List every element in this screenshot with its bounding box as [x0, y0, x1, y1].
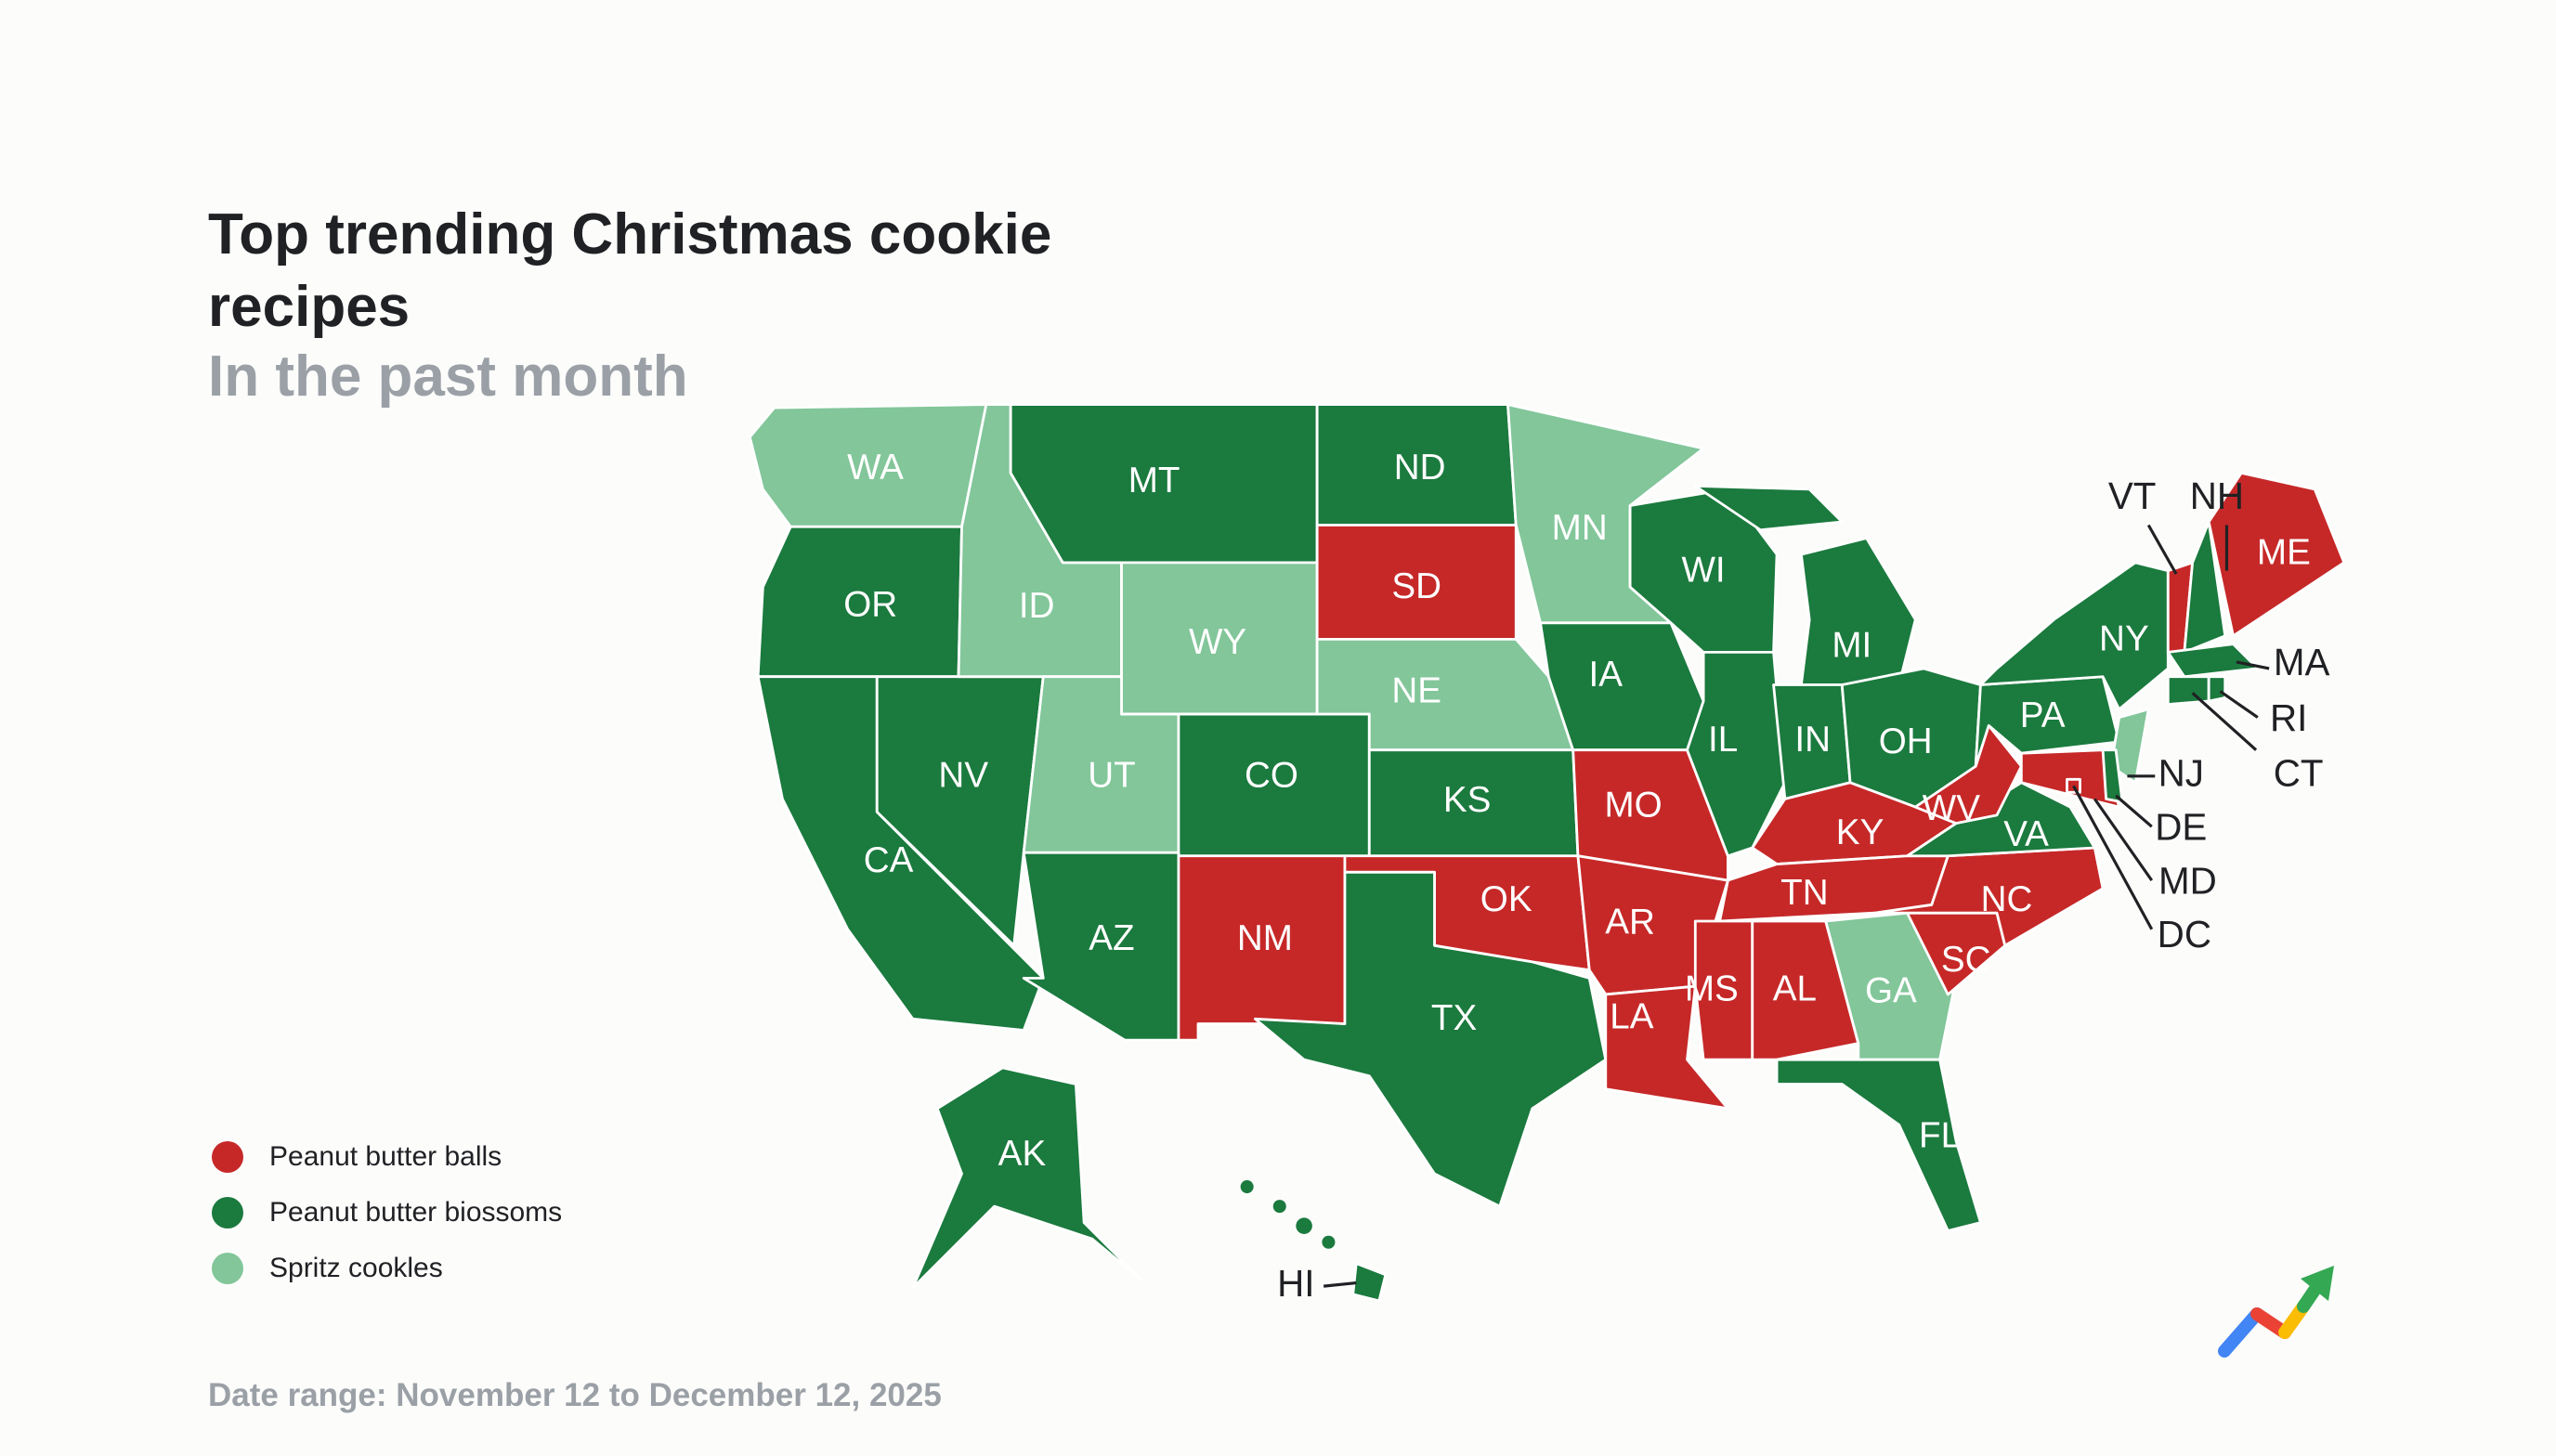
- legend-swatch: [212, 1197, 243, 1228]
- state-label-il: IL: [1708, 720, 1738, 760]
- state-hi-island: [1272, 1200, 1286, 1214]
- state-al: [1751, 919, 1860, 1061]
- state-label-ut: UT: [1088, 756, 1135, 796]
- leader-line-vt: [2146, 524, 2178, 575]
- state-label-md: MD: [2158, 859, 2217, 902]
- legend-swatch: [212, 1253, 243, 1284]
- state-label-nj: NJ: [2158, 751, 2204, 794]
- state-label-pa: PA: [2020, 696, 2066, 735]
- state-la: [1604, 984, 1729, 1111]
- state-label-vt: VT: [2108, 474, 2157, 517]
- state-label-tx: TX: [1431, 998, 1477, 1038]
- state-label-wv: WV: [1923, 788, 1980, 828]
- legend-item-peanut-butter-blossoms: Peanut butter biossoms: [212, 1185, 562, 1241]
- state-il: [1686, 650, 1787, 858]
- state-label-ak: AK: [998, 1134, 1047, 1174]
- page-subtitle: In the past month: [208, 344, 688, 409]
- state-hi-island: [1322, 1235, 1336, 1249]
- state-label-mi: MI: [1832, 625, 1871, 665]
- state-label-ky: KY: [1836, 812, 1884, 852]
- state-label-wi: WI: [1681, 551, 1725, 591]
- state-nh: [2183, 520, 2227, 654]
- state-tx: [1254, 870, 1608, 1208]
- state-label-sd: SD: [1391, 566, 1441, 606]
- state-label-mt: MT: [1128, 461, 1180, 500]
- state-label-fl: FL: [1919, 1116, 1961, 1156]
- leader-line-ct: [2191, 692, 2258, 751]
- leader-line-ma: [2236, 660, 2270, 670]
- state-label-de: DE: [2155, 805, 2207, 848]
- state-label-nc: NC: [1981, 879, 2033, 919]
- state-label-mn: MN: [1552, 508, 1608, 548]
- legend-swatch: [212, 1141, 243, 1173]
- state-label-id: ID: [1019, 586, 1055, 626]
- state-label-az: AZ: [1089, 918, 1134, 958]
- leader-line-dc: [2072, 785, 2154, 930]
- state-label-al: AL: [1773, 969, 1817, 1009]
- legend-label: Spritz cookles: [269, 1253, 443, 1283]
- state-fl: [1775, 1058, 1982, 1232]
- state-label-in: IN: [1794, 720, 1831, 760]
- page-title: Top trending Christmas cookie recipes: [208, 202, 1052, 339]
- state-label-nv: NV: [938, 756, 988, 796]
- leader-line-md: [2093, 798, 2154, 882]
- state-az: [1022, 851, 1180, 1042]
- state-hi-island: [1296, 1217, 1312, 1234]
- legend-item-spritz-cookies: Spritz cookles: [212, 1241, 562, 1296]
- state-hi-island: [1240, 1180, 1254, 1194]
- state-ny: [1979, 561, 2170, 711]
- state-label-ar: AR: [1605, 903, 1655, 942]
- state-label-ct: CT: [2274, 751, 2324, 794]
- state-label-hi: HI: [1277, 1262, 1314, 1305]
- legend-label: Peanut butter balls: [269, 1141, 502, 1172]
- state-label-ok: OK: [1480, 879, 1532, 919]
- state-label-me: ME: [2257, 532, 2311, 572]
- state-label-nh: NH: [2190, 474, 2244, 517]
- state-label-ms: MS: [1685, 969, 1739, 1009]
- state-mi: [1693, 484, 1844, 532]
- leader-line-de: [2115, 794, 2153, 828]
- state-label-wy: WY: [1189, 622, 1246, 662]
- state-label-sc: SC: [1941, 940, 1991, 980]
- state-label-va: VA: [2003, 814, 2049, 854]
- state-ms: [1693, 919, 1754, 1061]
- state-label-la: LA: [1610, 996, 1653, 1036]
- state-mo: [1571, 748, 1729, 882]
- state-label-nm: NM: [1237, 918, 1293, 958]
- state-label-tn: TN: [1780, 873, 1828, 913]
- state-label-dc: DC: [2158, 913, 2211, 956]
- state-hi: [1351, 1262, 1388, 1303]
- state-label-ga: GA: [1865, 970, 1917, 1010]
- state-label-ri: RI: [2270, 696, 2307, 739]
- state-label-mo: MO: [1605, 785, 1663, 825]
- state-nc: [1872, 846, 2105, 947]
- legend: Peanut butter balls Peanut butter biosso…: [212, 1129, 562, 1296]
- state-ak: [911, 1066, 1142, 1290]
- state-label-wa: WA: [847, 448, 904, 488]
- state-label-ma: MA: [2274, 641, 2330, 683]
- legend-item-peanut-butter-balls: Peanut butter balls: [212, 1129, 562, 1185]
- state-label-co: CO: [1245, 756, 1298, 796]
- state-ri: [2207, 675, 2227, 703]
- state-label-ia: IA: [1589, 655, 1624, 695]
- date-range: Date range: November 12 to December 12, …: [208, 1377, 942, 1413]
- state-label-ne: NE: [1391, 670, 1441, 710]
- legend-label: Peanut butter biossoms: [269, 1197, 563, 1228]
- state-label-nd: ND: [1394, 448, 1446, 488]
- state-label-ny: NY: [2099, 618, 2149, 658]
- state-me: [2207, 471, 2346, 638]
- state-label-or: OR: [843, 584, 897, 624]
- state-label-oh: OH: [1879, 722, 1933, 761]
- google-trends-arrow-icon: [2218, 1266, 2334, 1358]
- leader-line-hi: [1323, 1281, 1357, 1288]
- leader-line-ri: [2219, 690, 2259, 719]
- state-label-ca: CA: [864, 840, 914, 880]
- state-label-ks: KS: [1443, 780, 1492, 820]
- state-ma: [2166, 643, 2260, 679]
